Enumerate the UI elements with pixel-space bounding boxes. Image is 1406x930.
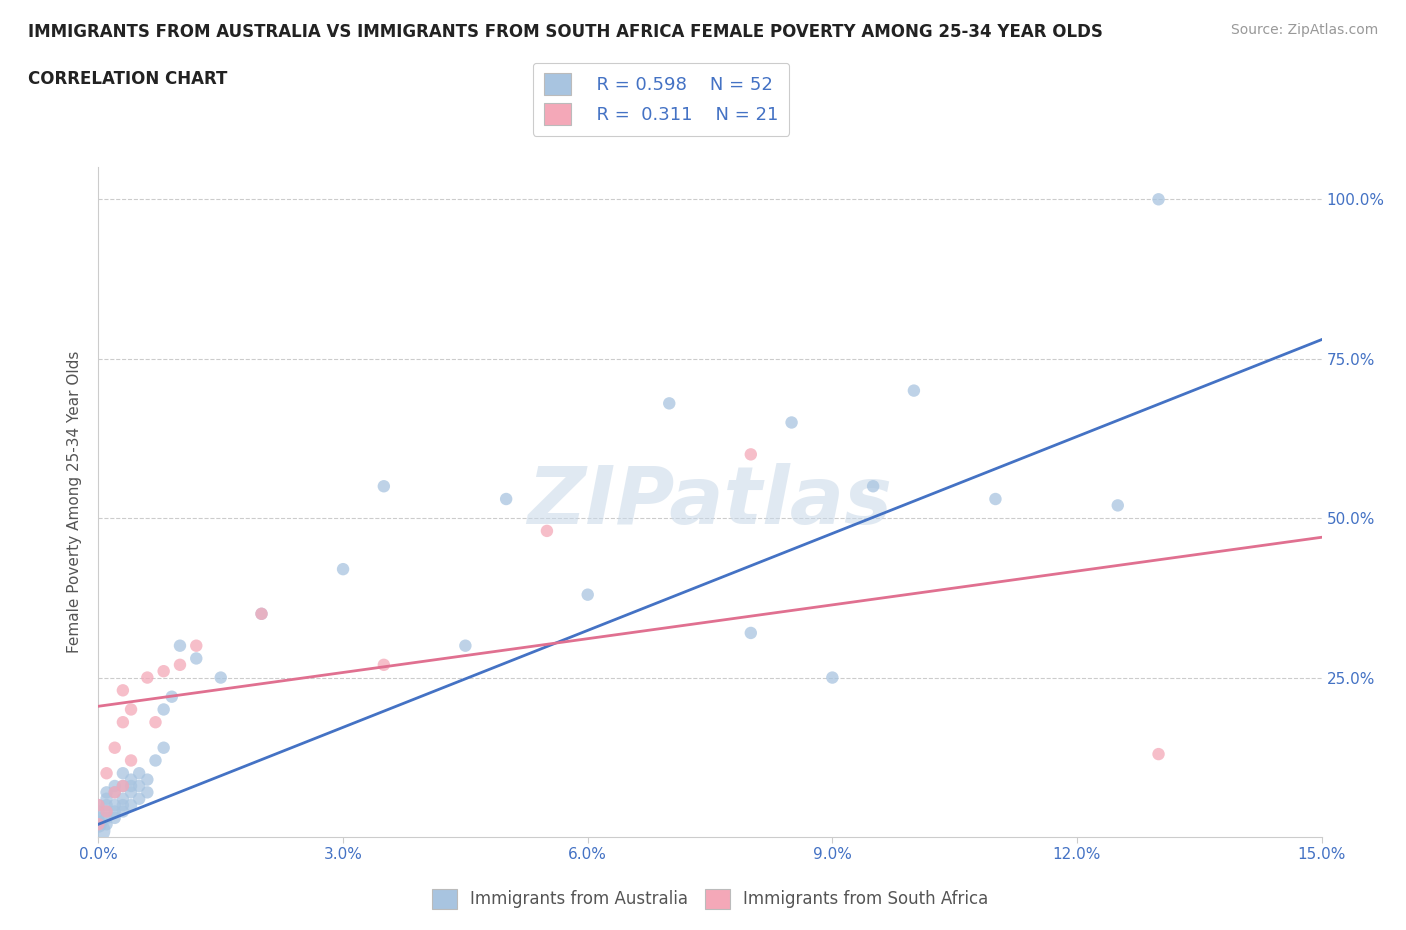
Point <box>96 804 118 819</box>
Point <box>1147 747 1170 762</box>
Point <box>87 823 110 838</box>
Point <box>186 638 208 653</box>
Y-axis label: Female Poverty Among 25-34 Year Olds: Female Poverty Among 25-34 Year Olds <box>67 351 83 654</box>
Point <box>96 810 118 825</box>
Point <box>96 804 118 819</box>
Point <box>152 702 174 717</box>
Point <box>111 765 134 780</box>
Point <box>111 715 134 730</box>
Point <box>104 785 127 800</box>
Point <box>780 415 803 430</box>
Point <box>160 689 183 704</box>
Point <box>111 791 134 806</box>
Point <box>250 606 273 621</box>
Point <box>120 785 142 800</box>
Point <box>209 671 232 685</box>
Point <box>136 785 159 800</box>
Point <box>576 587 599 602</box>
Point <box>104 778 127 793</box>
Point <box>136 671 159 685</box>
Point <box>96 785 118 800</box>
Point <box>186 651 208 666</box>
Point <box>1147 192 1170 206</box>
Point <box>111 778 134 793</box>
Point <box>169 638 191 653</box>
Text: ZIPatlas: ZIPatlas <box>527 463 893 541</box>
Point <box>373 479 395 494</box>
Point <box>152 740 174 755</box>
Point <box>128 778 150 793</box>
Point <box>120 753 142 768</box>
Point <box>128 791 150 806</box>
Text: IMMIGRANTS FROM AUSTRALIA VS IMMIGRANTS FROM SOUTH AFRICA FEMALE POVERTY AMONG 2: IMMIGRANTS FROM AUSTRALIA VS IMMIGRANTS … <box>28 23 1102 41</box>
Legend: Immigrants from Australia, Immigrants from South Africa: Immigrants from Australia, Immigrants fr… <box>425 882 995 916</box>
Point <box>87 804 110 819</box>
Point <box>87 817 110 831</box>
Point <box>104 785 127 800</box>
Point <box>104 798 127 813</box>
Point <box>658 396 681 411</box>
Point <box>250 606 273 621</box>
Point <box>87 817 110 831</box>
Point <box>821 671 844 685</box>
Point <box>169 658 191 672</box>
Point <box>903 383 925 398</box>
Text: Source: ZipAtlas.com: Source: ZipAtlas.com <box>1230 23 1378 37</box>
Point <box>120 798 142 813</box>
Point <box>128 765 150 780</box>
Point <box>454 638 477 653</box>
Point <box>740 447 762 462</box>
Point <box>120 778 142 793</box>
Point <box>111 804 134 819</box>
Point <box>96 765 118 780</box>
Point <box>104 804 127 819</box>
Point <box>136 772 159 787</box>
Point <box>152 664 174 679</box>
Text: CORRELATION CHART: CORRELATION CHART <box>28 70 228 87</box>
Point <box>96 817 118 831</box>
Point <box>104 740 127 755</box>
Point <box>495 492 517 507</box>
Point <box>87 810 110 825</box>
Point <box>740 626 762 641</box>
Point <box>862 479 884 494</box>
Point <box>96 798 118 813</box>
Point <box>120 702 142 717</box>
Point <box>111 798 134 813</box>
Point <box>120 772 142 787</box>
Point <box>111 778 134 793</box>
Point <box>111 683 134 698</box>
Point <box>1107 498 1129 512</box>
Point <box>104 810 127 825</box>
Point <box>87 798 110 813</box>
Point <box>536 524 558 538</box>
Point <box>145 753 167 768</box>
Point <box>87 798 110 813</box>
Point <box>145 715 167 730</box>
Point <box>96 791 118 806</box>
Point <box>373 658 395 672</box>
Point <box>332 562 354 577</box>
Point <box>984 492 1007 507</box>
